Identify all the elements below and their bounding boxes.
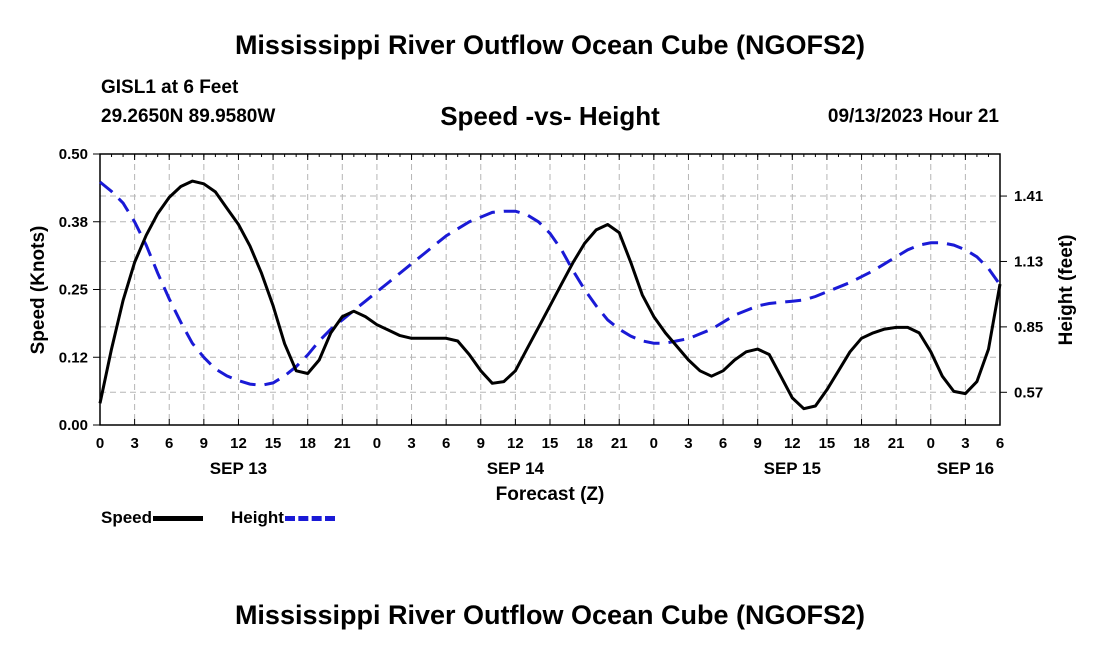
y-right-tick-label: 1.13 xyxy=(1014,253,1043,270)
y-left-tick-label: 0.12 xyxy=(59,349,88,366)
x-tick-label: 15 xyxy=(819,435,836,452)
date-label: SEP 15 xyxy=(764,459,821,478)
x-tick-label: 6 xyxy=(996,435,1004,452)
x-tick-label: 18 xyxy=(576,435,593,452)
legend-item-speed: Speed xyxy=(101,508,204,528)
page-title: Mississippi River Outflow Ocean Cube (NG… xyxy=(234,30,866,60)
station-label: GISL1 at 6 Feet xyxy=(101,77,239,98)
x-tick-label: 9 xyxy=(477,435,485,452)
x-tick-label: 3 xyxy=(130,435,138,452)
legend-item-height: Height xyxy=(231,508,335,528)
axis-labels: 0 3 6 9 12 15 18 21 0 3 6 9 12 15 18 21 0 3 6 9 12 15 18 21 0 3 6S… xyxy=(59,146,1043,478)
footer-title: Mississippi River Outflow Ocean Cube (NG… xyxy=(234,600,866,630)
date-label: SEP 13 xyxy=(210,459,267,478)
x-tick-label: 0 xyxy=(927,435,935,452)
x-tick-label: 12 xyxy=(230,435,247,452)
x-tick-label: 6 xyxy=(442,435,450,452)
x-tick-label: 6 xyxy=(719,435,727,452)
date-label: SEP 16 xyxy=(937,459,994,478)
x-tick-label: 12 xyxy=(784,435,801,452)
x-tick-label: 18 xyxy=(299,435,316,452)
x-tick-label: 21 xyxy=(611,435,628,452)
y-left-tick-label: 0.50 xyxy=(59,146,88,163)
y-left-tick-label: 0.38 xyxy=(59,214,88,231)
forecast-datetime: 09/13/2023 Hour 21 xyxy=(827,106,999,127)
legend-speed-label: Speed xyxy=(101,508,153,527)
x-tick-label: 0 xyxy=(373,435,381,452)
x-tick-label: 0 xyxy=(96,435,104,452)
chart-grid xyxy=(99,154,1001,425)
x-tick-label: 0 xyxy=(650,435,658,452)
x-tick-label: 18 xyxy=(853,435,870,452)
x-tick-label: 3 xyxy=(407,435,415,452)
y-axis-right-title: Height (feet) xyxy=(1056,235,1077,346)
y-right-tick-label: 0.57 xyxy=(1014,384,1043,401)
y-axis-left-title: Speed (Knots) xyxy=(28,226,49,355)
x-axis-title: Forecast (Z) xyxy=(496,484,605,505)
x-tick-label: 9 xyxy=(754,435,762,452)
x-tick-label: 3 xyxy=(961,435,969,452)
chart-title: Speed -vs- Height xyxy=(440,101,660,131)
x-tick-label: 21 xyxy=(888,435,905,452)
axis-ticks xyxy=(93,153,1007,426)
legend-height-swatch xyxy=(284,516,335,522)
y-right-tick-label: 0.85 xyxy=(1014,319,1043,336)
legend-speed-swatch xyxy=(153,516,204,522)
y-left-tick-label: 0.25 xyxy=(59,282,88,299)
x-tick-label: 3 xyxy=(684,435,692,452)
date-label: SEP 14 xyxy=(487,459,545,478)
y-right-tick-label: 1.41 xyxy=(1014,188,1043,205)
x-tick-label: 9 xyxy=(200,435,208,452)
x-tick-label: 12 xyxy=(507,435,524,452)
y-left-tick-label: 0.00 xyxy=(59,417,88,434)
height-series-line xyxy=(99,180,1002,387)
x-tick-label: 15 xyxy=(542,435,559,452)
legend-height-label: Height xyxy=(231,508,284,527)
x-tick-label: 21 xyxy=(334,435,351,452)
station-coordinates: 29.2650N 89.9580W xyxy=(101,106,276,127)
speed-series-line xyxy=(98,179,1002,411)
x-tick-label: 6 xyxy=(165,435,173,452)
x-tick-label: 15 xyxy=(265,435,282,452)
